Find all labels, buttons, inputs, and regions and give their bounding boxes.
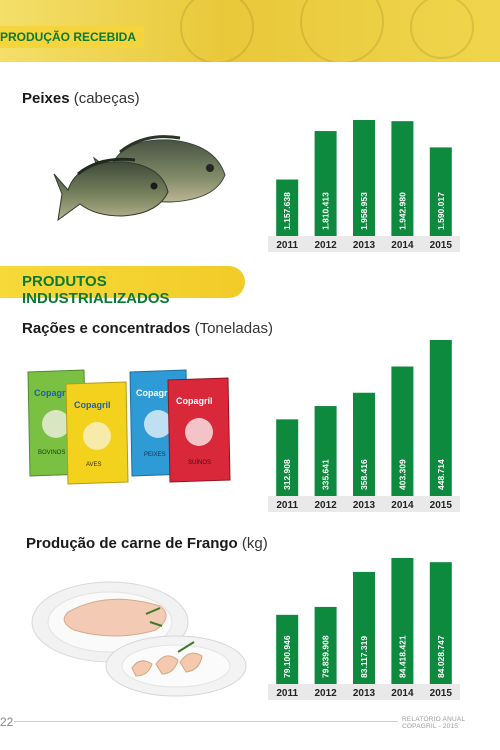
chart-axis-strip [268, 684, 460, 700]
chart-tick-label: 2012 [314, 500, 337, 511]
section-label: PRODUÇÃO RECEBIDA [0, 26, 145, 48]
industrial-products-title: PRODUTOS INDUSTRIALIZADOS [22, 273, 170, 307]
chart-tick-label: 2015 [430, 240, 453, 251]
fish-front [53, 157, 169, 222]
footer-divider [14, 721, 398, 722]
feed-unit: (Toneladas) [194, 320, 273, 337]
chart-bar [391, 366, 414, 496]
chicken-chart-svg: 79.100.946 2011 79.839.908 2012 83.117.319 20… [268, 558, 460, 700]
top-banner: PRODUÇÃO RECEBIDA [0, 0, 500, 62]
chicken-photo [31, 581, 247, 697]
industrial-products-header: PRODUTOS INDUSTRIALIZADOS [0, 266, 245, 307]
banner-decoration [300, 0, 384, 62]
chart-data-label: 1.958.953 [359, 192, 369, 230]
chart-bar [429, 147, 452, 236]
chart-data-label: 403.309 [397, 459, 407, 490]
fish-chart-svg: 1.157.638 2011 1.810.413 2012 1.958.953 2013 1… [268, 120, 460, 252]
svg-text:PEIXES: PEIXES [144, 452, 166, 458]
chart-tick-label: 2012 [314, 688, 337, 699]
fish-chart: 1.157.638 2011 1.810.413 2012 1.958.953 2013 1… [268, 112, 460, 252]
chart-data-label: 358.416 [359, 459, 369, 490]
chart-bar [353, 571, 375, 684]
chart-bar [276, 614, 299, 684]
chart-bar [276, 179, 299, 236]
feed-packages-photo: Copagril BOVINOS Copagril AVES Copagril … [27, 369, 231, 485]
svg-text:AVES: AVES [86, 462, 102, 468]
chart-data-label: 1.590.017 [436, 192, 446, 230]
chart-tick-label: 2015 [430, 500, 453, 511]
chart-data-label: 79.839.908 [321, 635, 331, 678]
chart-tick-label: 2015 [430, 688, 453, 699]
chart-tick-label: 2013 [353, 240, 376, 251]
chart-bar [276, 419, 299, 496]
chart-data-label: 83.117.319 [359, 636, 369, 678]
chart-bar [353, 120, 375, 236]
feed-chart: 312.908 2011 335.641 2012 358.416 2013 403.309… [268, 332, 460, 512]
package-aves: Copagril AVES [65, 381, 129, 485]
chart-tick-label: 2012 [314, 240, 337, 251]
feed-title-text: Rações e concentrados [22, 320, 191, 337]
chart-tick-label: 2013 [353, 688, 376, 699]
chart-bar [314, 606, 337, 684]
chart-data-label: 312.908 [282, 459, 292, 490]
chart-bar [429, 340, 452, 496]
chart-tick-label: 2014 [391, 500, 414, 511]
feed-chart-svg: 312.908 2011 335.641 2012 358.416 2013 403.309… [268, 340, 460, 512]
chart-tick-label: 2013 [353, 500, 376, 511]
chart-bar [429, 562, 452, 684]
svg-text:Copagril: Copagril [176, 396, 213, 406]
chart-bar [391, 121, 414, 236]
page-number: 22 [0, 715, 14, 729]
chart-bar [353, 392, 375, 496]
chart-bar [314, 406, 337, 496]
fish-title-text: Peixes [22, 90, 70, 107]
chart-data-label: 448.714 [436, 459, 446, 490]
fish-title: Peixes (cabeças) [22, 90, 140, 107]
svg-text:Copagril: Copagril [34, 388, 71, 398]
chart-data-label: 84.418.421 [397, 635, 407, 678]
chart-tick-label: 2011 [276, 688, 298, 699]
footer-report-label: RELATÓRIO ANUAL COPAGRIL - 2015 [402, 716, 465, 730]
chart-bar [391, 558, 414, 684]
feed-title: Rações e concentrados (Toneladas) [22, 320, 273, 337]
svg-text:Copagril: Copagril [136, 388, 173, 398]
chart-tick-label: 2011 [276, 500, 298, 511]
svg-text:Copagril: Copagril [74, 400, 111, 410]
fish-photo [53, 135, 226, 222]
chart-data-label: 1.942.980 [397, 192, 407, 230]
chart-data-label: 1.810.413 [321, 192, 331, 230]
banner-decoration [180, 0, 254, 62]
chart-data-label: 1.157.638 [282, 192, 292, 230]
chart-tick-label: 2014 [391, 688, 414, 699]
chicken-chart: 79.100.946 2011 79.839.908 2012 83.117.319 20… [268, 550, 460, 700]
chart-data-label: 79.100.946 [282, 635, 292, 678]
chicken-unit: (kg) [241, 535, 268, 552]
chart-axis-strip [268, 236, 460, 252]
chart-data-label: 335.641 [321, 459, 331, 490]
svg-text:BOVINOS: BOVINOS [38, 450, 65, 456]
chicken-title-text: Produção de carne de Frango [26, 535, 238, 552]
package-suinos: Copagril SUÍNOS [167, 377, 231, 483]
chart-data-label: 84.028.747 [436, 635, 446, 678]
fish-unit: (cabeças) [73, 90, 140, 107]
chart-tick-label: 2014 [391, 240, 414, 251]
chart-axis-strip [268, 496, 460, 512]
chart-tick-label: 2011 [276, 240, 298, 251]
banner-decoration [410, 0, 474, 59]
chart-bar [314, 131, 337, 236]
chicken-title: Produção de carne de Frango (kg) [26, 535, 268, 552]
svg-text:SUÍNOS: SUÍNOS [188, 459, 211, 466]
